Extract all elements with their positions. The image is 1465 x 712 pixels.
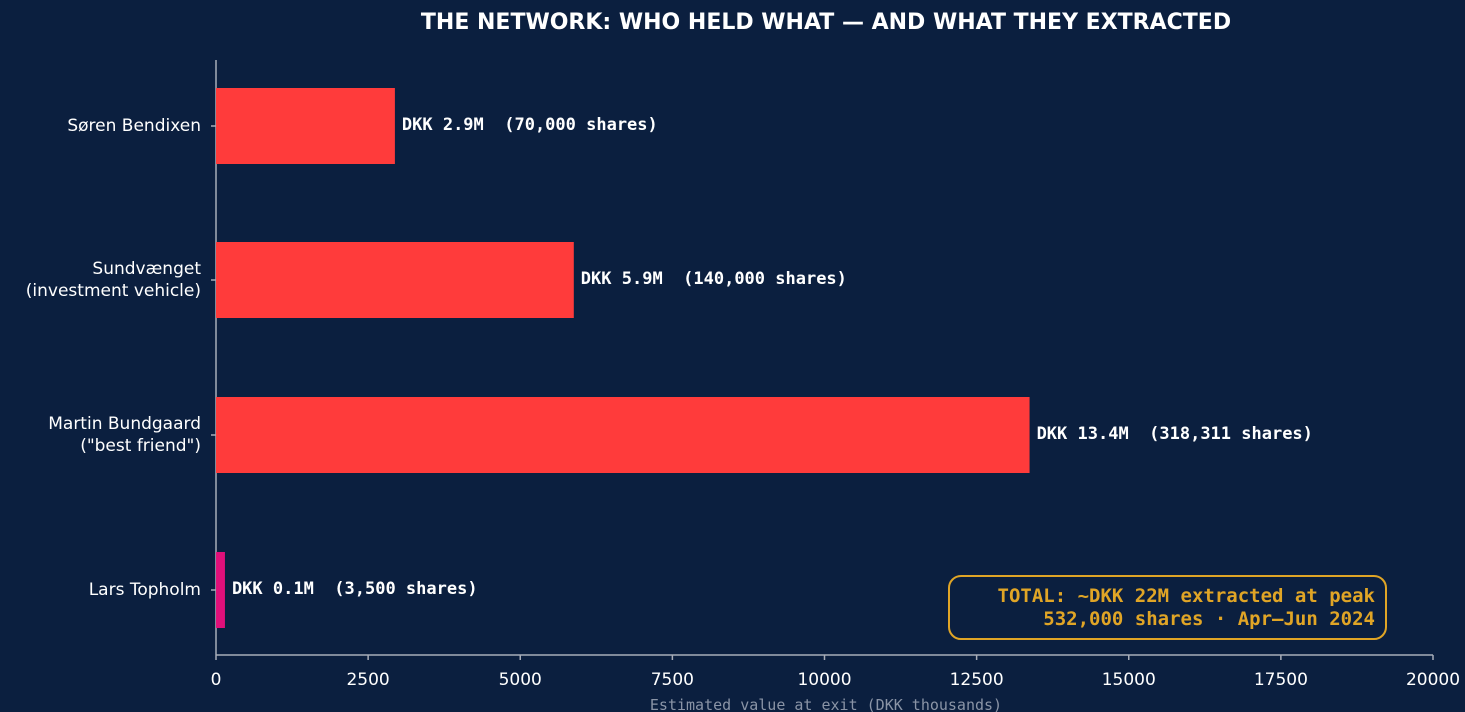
bar-value-label: DKK 13.4M (318,311 shares) [1037, 424, 1313, 444]
x-tick-label: 2500 [346, 670, 389, 690]
x-tick-label: 20000 [1406, 670, 1460, 690]
bar [216, 552, 225, 628]
bar-labels: DKK 2.9M (70,000 shares) DKK 5.9M (140,00… [232, 115, 1313, 599]
bar-value-label: DKK 0.1M (3,500 shares) [232, 579, 478, 599]
y-tick-labels: Søren Bendixen Sundvænget(investment vehi… [26, 116, 216, 600]
bars [216, 88, 1030, 628]
bar [216, 88, 395, 164]
annotation-text: 532,000 shares · Apr–Jun 2024 [1043, 608, 1375, 630]
bar [216, 242, 574, 318]
x-axis-label: Estimated value at exit (DKK thousands) [650, 696, 1002, 712]
bar-value-label: DKK 5.9M (140,000 shares) [581, 269, 847, 289]
y-tick-label: Søren Bendixen [67, 116, 201, 136]
x-tick-label: 10000 [797, 670, 851, 690]
bar [216, 397, 1030, 473]
annotation-box [948, 575, 1387, 640]
y-tick-label: ("best friend") [80, 436, 201, 456]
y-tick-label: Sundvænget [92, 259, 201, 279]
x-tick-label: 17500 [1254, 670, 1308, 690]
chart-title: THE NETWORK: WHO HELD WHAT — AND WHAT TH… [421, 10, 1231, 35]
y-tick-label: Lars Topholm [89, 580, 201, 600]
x-tick-label: 15000 [1102, 670, 1156, 690]
y-tick-label: (investment vehicle) [26, 281, 201, 301]
x-tick-label: 5000 [499, 670, 542, 690]
x-tick-label: 0 [211, 670, 222, 690]
x-tick-label: 7500 [651, 670, 694, 690]
annotation-text: TOTAL: ~DKK 22M extracted at peak [998, 585, 1376, 607]
bar-value-label: DKK 2.9M (70,000 shares) [402, 115, 658, 135]
x-tick-labels: 0 2500 5000 7500 10000 12500 15000 17500 20000 [211, 655, 1460, 690]
total-annotation: TOTAL: ~DKK 22M extracted at peak532,000… [948, 575, 1387, 640]
axes [215, 60, 1433, 656]
y-tick-label: Martin Bundgaard [48, 414, 201, 434]
x-tick-label: 12500 [950, 670, 1004, 690]
